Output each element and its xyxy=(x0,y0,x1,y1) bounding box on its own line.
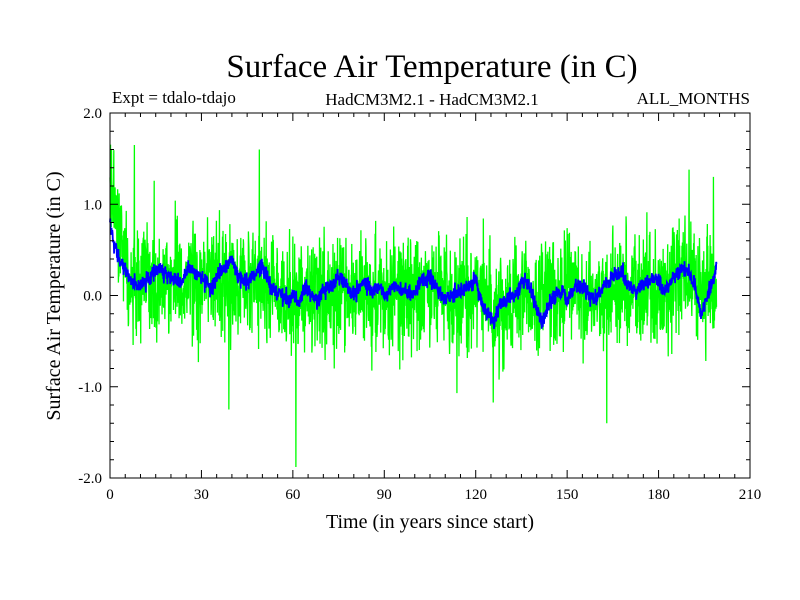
y-tick-label: 2.0 xyxy=(83,106,102,122)
x-tick-label: 210 xyxy=(739,487,762,503)
subtitle-experiment: Expt = tdalo-tdajo xyxy=(112,88,236,107)
subtitle-models: HadCM3M2.1 - HadCM3M2.1 xyxy=(325,90,538,109)
x-tick-label: 0 xyxy=(106,487,114,503)
y-tick-label: 1.0 xyxy=(83,197,102,213)
x-axis-label: Time (in years since start) xyxy=(326,511,534,533)
x-tick-label: 180 xyxy=(647,487,670,503)
ticks-layer: 0 30 60 90 120 150 180 210 -2.0 -1.0 0.0 1.0 2.0 xyxy=(78,106,761,503)
y-axis-label: Surface Air Temperature (in C) xyxy=(43,171,65,420)
x-tick-label: 90 xyxy=(377,487,392,503)
y-tick-label: 0.0 xyxy=(83,289,102,305)
x-tick-label: 150 xyxy=(556,487,579,503)
series-layer xyxy=(109,144,718,468)
x-tick-label: 120 xyxy=(464,487,487,503)
y-tick-label: -2.0 xyxy=(78,471,102,487)
series-line-smoothed xyxy=(109,218,718,330)
chart-title: Surface Air Temperature (in C) xyxy=(226,49,637,85)
y-tick-label: -1.0 xyxy=(78,380,102,396)
x-tick-label: 60 xyxy=(285,487,300,503)
subtitle-months: ALL_MONTHS xyxy=(637,89,750,108)
x-tick-label: 30 xyxy=(194,487,209,503)
